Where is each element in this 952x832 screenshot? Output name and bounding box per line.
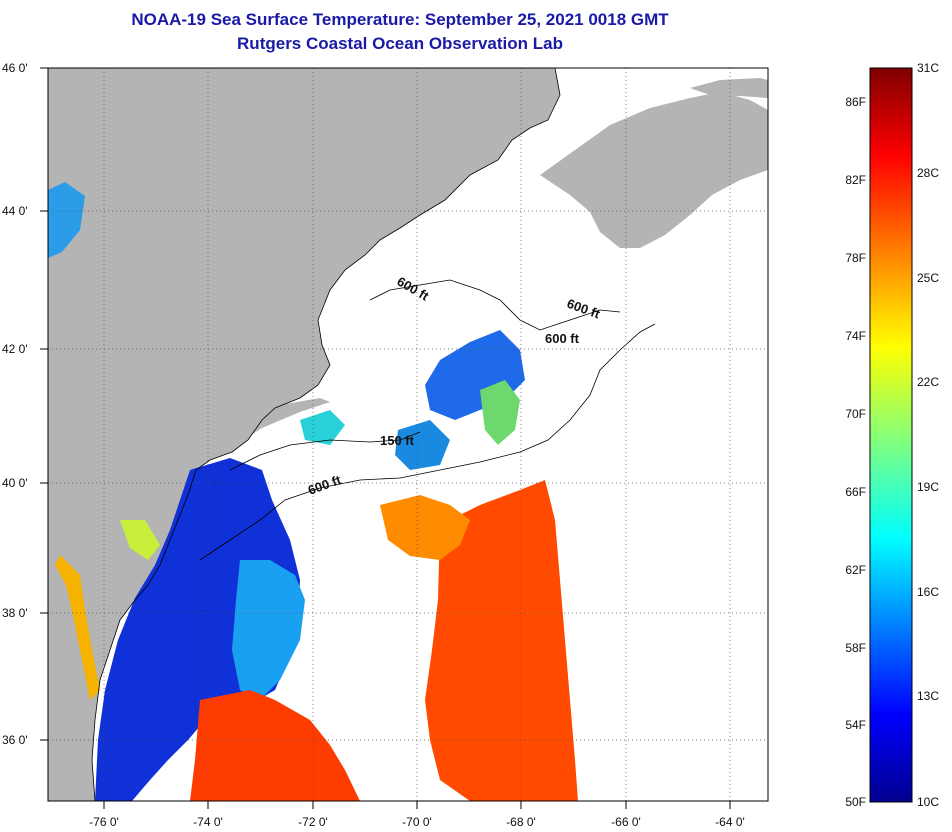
sst-warm-gulf-stream-east (425, 480, 578, 801)
map-title: NOAA-19 Sea Surface Temperature: Septemb… (131, 10, 669, 29)
colorbar-f-label: 70F (845, 407, 866, 421)
lat-tick-label: 40 0' (2, 476, 28, 490)
colorbar-c-label: 31C (917, 61, 939, 75)
coastline (91, 68, 561, 801)
colorbar-f-label: 54F (845, 718, 866, 732)
colorbar-f-label: 74F (845, 329, 866, 343)
colorbar-c-label: 10C (917, 795, 939, 809)
sst-cold-coastal-band (95, 458, 300, 801)
delmarva-bay-water (55, 555, 100, 700)
sst-green-georges-bank (480, 380, 520, 445)
colorbar-c-label: 19C (917, 480, 939, 494)
sst-cool-offshore-band (232, 560, 305, 700)
colorbar-c-label: 16C (917, 585, 939, 599)
lake-water-patch (48, 182, 85, 258)
isobath-600ft-shelf-break (199, 323, 656, 561)
land-nova-scotia (540, 92, 768, 248)
isobath-600ft-gulf-of-maine (369, 279, 621, 331)
lon-tick-label: -70 0' (402, 815, 432, 829)
land-long-island (196, 398, 330, 448)
colorbar-f-label: 82F (845, 173, 866, 187)
sst-warm-gulf-stream-south (190, 690, 360, 801)
lon-tick-label: -76 0' (89, 815, 119, 829)
sst-cool-shelf-patch (395, 420, 450, 470)
lon-tick-label: -68 0' (506, 815, 536, 829)
colorbar-f-label: 66F (845, 485, 866, 499)
colorbar-c-label: 28C (917, 166, 939, 180)
colorbar-f-label: 78F (845, 251, 866, 265)
colorbar-c-label: 22C (917, 375, 939, 389)
lon-tick-label: -72 0' (298, 815, 328, 829)
lon-tick-label: -66 0' (611, 815, 641, 829)
map-panel (48, 68, 768, 801)
isobath-150ft (229, 431, 421, 471)
map-subtitle: Rutgers Coastal Ocean Observation Lab (237, 34, 563, 53)
lat-tick-label: 44 0' (2, 204, 28, 218)
colorbar-c-label: 13C (917, 689, 939, 703)
colorbar-gradient (869, 67, 913, 803)
lat-tick-label: 38 0' (2, 606, 28, 620)
lon-tick-label: -74 0' (193, 815, 223, 829)
axis-ticks (40, 67, 731, 809)
colorbar-c-label: 25C (917, 271, 939, 285)
contour-label-150ft: 150 ft (380, 433, 415, 448)
lat-tick-label: 42 0' (2, 342, 28, 356)
map-frame (47, 67, 769, 802)
graticule (48, 68, 768, 801)
sst-warm-orange-front (380, 495, 470, 560)
lon-tick-label: -64 0' (715, 815, 745, 829)
land-mainland (48, 68, 560, 801)
land-cape-breton (690, 78, 768, 98)
delaware-bay-water (120, 520, 160, 560)
colorbar-f-label: 86F (845, 95, 866, 109)
sst-cyan-slope-patch (300, 410, 345, 445)
colorbar-f-label: 58F (845, 641, 866, 655)
contour-label-600ft-3: 600 ft (545, 331, 580, 346)
lat-tick-label: 36 0' (2, 733, 28, 747)
colorbar-f-label: 62F (845, 563, 866, 577)
colorbar: 86F 82F 78F 74F 70F 66F 62F 58F 54F 50F … (845, 61, 939, 809)
colorbar-f-label: 50F (845, 795, 866, 809)
lat-tick-label: 46 0' (2, 61, 28, 75)
